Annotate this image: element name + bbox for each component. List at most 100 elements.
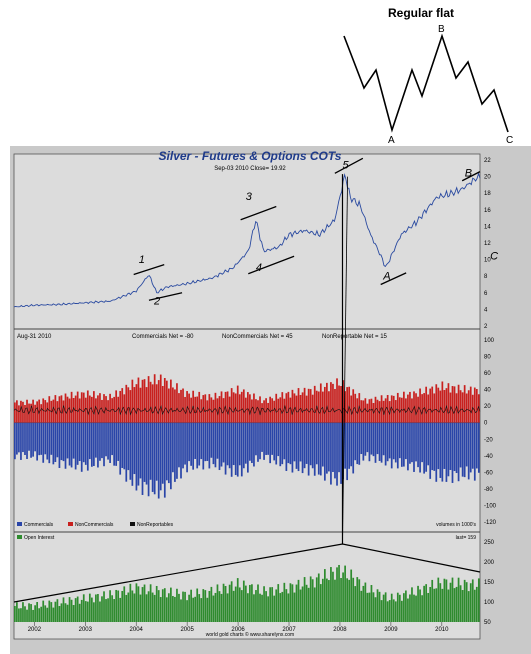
net-bar bbox=[216, 422, 219, 459]
open-interest-bar bbox=[346, 578, 348, 622]
net-bar bbox=[72, 422, 75, 459]
open-interest-bar bbox=[216, 584, 219, 622]
open-interest-bar bbox=[429, 587, 432, 622]
net-bar bbox=[54, 422, 57, 462]
net-bar bbox=[151, 422, 154, 492]
net-bar bbox=[388, 422, 391, 459]
net-bar bbox=[196, 422, 199, 469]
open-interest-bar bbox=[431, 579, 434, 622]
net-bar bbox=[405, 422, 407, 460]
open-interest-bar bbox=[293, 592, 296, 622]
open-interest-bar bbox=[192, 597, 195, 622]
net-bar bbox=[366, 422, 369, 453]
open-interest-bar bbox=[244, 585, 247, 622]
open-interest-bar bbox=[190, 589, 192, 622]
net-bar bbox=[95, 398, 97, 423]
open-interest-bar bbox=[328, 580, 330, 622]
net-bar bbox=[463, 385, 466, 423]
net-bar bbox=[80, 392, 83, 423]
net-bar bbox=[307, 388, 310, 423]
open-interest-bar bbox=[32, 609, 34, 622]
wave-label: 2 bbox=[153, 295, 160, 307]
open-interest-bar bbox=[167, 593, 170, 622]
open-interest-bar bbox=[362, 585, 365, 622]
open-interest-bar bbox=[364, 582, 367, 622]
net-bar bbox=[88, 422, 91, 460]
open-interest-bar bbox=[348, 579, 351, 622]
open-interest-bar bbox=[372, 592, 375, 622]
open-interest-bar bbox=[307, 587, 310, 622]
net-bar bbox=[186, 422, 188, 473]
net-bar bbox=[356, 398, 359, 423]
open-interest-bar bbox=[86, 601, 89, 622]
net-bar bbox=[396, 422, 399, 469]
net-bar bbox=[127, 387, 130, 423]
net-bar bbox=[407, 422, 409, 471]
open-interest-bar bbox=[321, 578, 324, 622]
legend-commercials: Commercials bbox=[24, 522, 54, 528]
net-bar bbox=[409, 391, 411, 423]
net-bar bbox=[236, 422, 239, 477]
open-interest-bar bbox=[93, 602, 95, 622]
net-bar bbox=[178, 393, 180, 423]
open-interest-bar bbox=[50, 602, 53, 622]
net-tick-label: 80 bbox=[484, 355, 491, 361]
open-interest-bar bbox=[147, 591, 150, 622]
net-bar bbox=[16, 400, 18, 423]
open-interest-bar bbox=[186, 600, 188, 622]
net-bar bbox=[38, 399, 41, 423]
net-bar bbox=[133, 387, 136, 423]
net-bar bbox=[388, 401, 391, 423]
open-interest-bar bbox=[40, 606, 43, 622]
net-bar bbox=[206, 400, 209, 423]
net-tick-label: -100 bbox=[484, 503, 497, 509]
open-interest-bar bbox=[157, 590, 160, 622]
net-bar bbox=[167, 422, 170, 484]
net-bar bbox=[228, 422, 231, 469]
net-bar bbox=[38, 422, 41, 456]
open-interest-bar bbox=[332, 571, 334, 622]
net-tick-label: 60 bbox=[484, 371, 491, 377]
net-bar bbox=[97, 395, 99, 423]
open-interest-bar bbox=[103, 591, 105, 622]
net-bar bbox=[70, 391, 73, 423]
open-interest-bar bbox=[394, 601, 397, 622]
open-interest-bar bbox=[30, 604, 32, 622]
net-bar bbox=[467, 422, 470, 480]
net-bar bbox=[238, 422, 241, 466]
open-interest-bar bbox=[415, 595, 417, 622]
net-bar bbox=[208, 422, 211, 469]
net-bar bbox=[105, 396, 107, 423]
net-bar bbox=[463, 422, 466, 478]
net-tick-label: 0 bbox=[484, 421, 488, 427]
open-interest-bar bbox=[119, 597, 122, 622]
open-interest-bar bbox=[291, 584, 294, 622]
net-bar bbox=[415, 422, 417, 462]
net-bar bbox=[212, 399, 215, 423]
net-bar bbox=[115, 422, 118, 466]
net-bar bbox=[437, 422, 440, 470]
net-bar bbox=[332, 422, 334, 472]
commercials-net: Commercials Net = -80 bbox=[132, 334, 194, 340]
net-bar bbox=[192, 422, 195, 470]
net-bar bbox=[297, 388, 300, 423]
net-bar bbox=[293, 422, 296, 462]
net-bar bbox=[469, 422, 472, 473]
net-bar bbox=[398, 397, 401, 423]
net-bar bbox=[121, 388, 124, 423]
open-interest-bar bbox=[311, 579, 314, 622]
net-bar bbox=[230, 422, 233, 477]
open-interest-bar bbox=[159, 597, 162, 622]
net-bar bbox=[230, 388, 233, 423]
net-bar bbox=[70, 422, 73, 468]
wave-trend-line bbox=[380, 272, 407, 286]
net-bar bbox=[44, 422, 47, 455]
open-interest-bar bbox=[145, 594, 148, 622]
net-bar bbox=[249, 422, 251, 461]
net-bar bbox=[54, 395, 57, 423]
open-interest-bar bbox=[473, 589, 476, 622]
net-bar bbox=[143, 422, 146, 482]
net-bar bbox=[443, 390, 446, 423]
net-bar bbox=[139, 387, 142, 423]
oi-tick-label: 100 bbox=[484, 600, 495, 606]
